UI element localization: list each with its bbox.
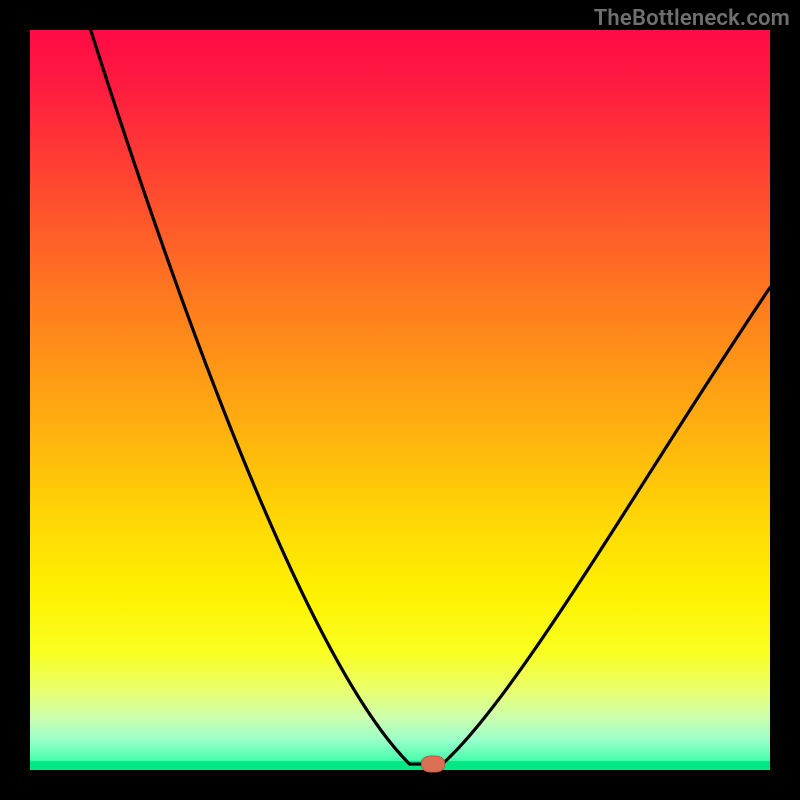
watermark-label: TheBottleneck.com [594,6,790,31]
chart-svg [0,0,800,800]
bottleneck-chart: TheBottleneck.com [0,0,800,800]
bottleneck-marker [421,756,445,773]
